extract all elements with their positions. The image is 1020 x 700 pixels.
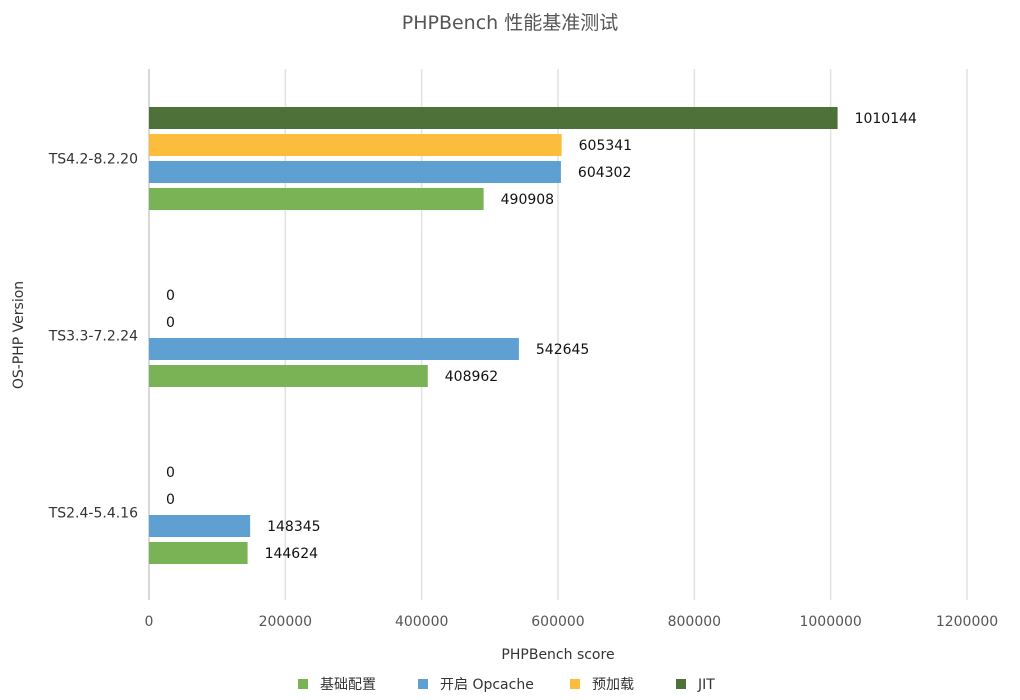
x-tick-label: 200000	[259, 614, 312, 630]
data-label: 1010144	[855, 111, 917, 127]
data-label: 0	[166, 492, 175, 508]
data-label: 0	[166, 315, 175, 331]
legend-label: JIT	[697, 677, 715, 693]
legend: 基础配置 开启 Opcache 预加载 JIT	[298, 676, 715, 693]
legend-swatch	[570, 679, 580, 689]
x-tick-label: 1000000	[799, 614, 861, 630]
bar	[149, 542, 248, 564]
x-tick-label: 600000	[531, 614, 584, 630]
bar	[149, 134, 562, 156]
x-tick-label: 800000	[668, 614, 721, 630]
x-tick-label: 400000	[395, 614, 448, 630]
grid-lines	[148, 69, 968, 600]
data-label: 144624	[265, 546, 319, 562]
data-label: 0	[166, 288, 175, 304]
legend-label: 开启 Opcache	[440, 677, 534, 693]
x-axis-title: PHPBench score	[501, 647, 614, 663]
category-label: TS4.2-8.2.20	[48, 152, 138, 168]
bar	[149, 107, 838, 129]
data-label: 542645	[536, 342, 589, 358]
x-tick-label: 1200000	[936, 614, 998, 630]
legend-label: 基础配置	[320, 676, 376, 693]
legend-swatch	[676, 679, 686, 689]
data-label: 408962	[445, 369, 498, 385]
bar	[149, 188, 484, 210]
data-label: 605341	[579, 138, 632, 154]
data-label: 0	[166, 465, 175, 481]
bar	[149, 161, 561, 183]
bar	[149, 515, 251, 537]
data-label: 490908	[501, 192, 554, 208]
category-label: TS2.4-5.4.16	[48, 506, 138, 522]
bars-group	[149, 107, 838, 564]
legend-label: 预加载	[592, 677, 634, 693]
category-label: TS3.3-7.2.24	[48, 329, 138, 345]
bar	[149, 338, 519, 360]
value-labels-group: 1010144 605341 604302 490908 0 0 542645 408962 0…	[166, 111, 917, 562]
x-tick-labels: 0 200000 400000 600000 800000 1000000 1200000	[145, 614, 999, 630]
y-axis-title: OS-PHP Version	[11, 281, 27, 389]
legend-swatch	[418, 679, 428, 689]
bar	[149, 365, 428, 387]
chart-title: PHPBench 性能基准测试	[402, 12, 619, 34]
legend-swatch	[298, 679, 308, 689]
y-category-labels: TS4.2-8.2.20 TS3.3-7.2.24 TS2.4-5.4.16	[48, 152, 138, 522]
data-label: 604302	[578, 165, 631, 181]
x-tick-label: 0	[145, 614, 154, 630]
data-label: 148345	[267, 519, 320, 535]
